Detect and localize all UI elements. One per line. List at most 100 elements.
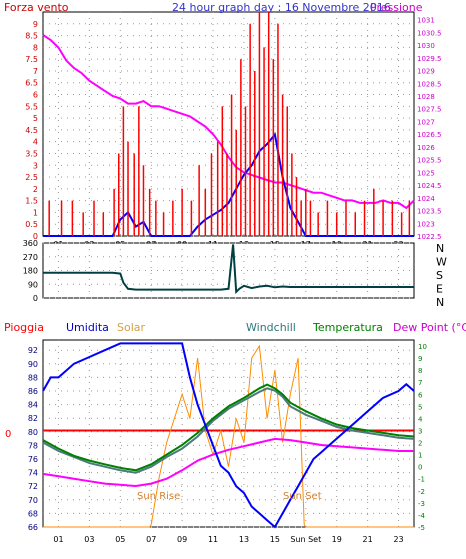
temperature-tick-label: 4 <box>418 415 423 423</box>
left-tick-label: 2.5 <box>25 173 38 182</box>
chart-title: 24 hour graph day : 16 Novembre 2016 <box>172 1 391 14</box>
temperature-tick-label: 5 <box>418 403 422 411</box>
right-tick-label: 1027.5 <box>417 106 442 114</box>
left-tick-label: 6 <box>33 91 38 100</box>
left-tick-label: 3 <box>33 161 38 170</box>
compass-label: N <box>436 242 444 255</box>
left-tick-label: 4.5 <box>25 126 38 135</box>
temperature-plot-area <box>42 339 415 528</box>
temperature-tick-label: 2 <box>418 440 422 448</box>
right-tick-label: 1023.5 <box>417 208 442 216</box>
left-tick-label: 1 <box>33 208 38 217</box>
compass-label: W <box>436 256 447 269</box>
right-tick-label: 1029.5 <box>417 55 442 63</box>
wind-speed-line <box>43 132 414 237</box>
left-tick-label: 8.5 <box>25 32 38 41</box>
right-tick-label: 1026.5 <box>417 131 442 139</box>
temperature-tick-label: -3 <box>418 500 425 508</box>
series-line-temperatura <box>42 383 415 472</box>
humidity-tick-label: 78 <box>28 441 38 450</box>
right-tick-label: 1024 <box>417 195 435 203</box>
temperature-tick-label: 6 <box>418 391 423 399</box>
direction-tick-label: 90 <box>28 280 38 289</box>
humidity-tick-label: 66 <box>28 523 38 532</box>
sun-set-label: Sun Set <box>283 491 322 502</box>
left-tick-label: 1.5 <box>25 197 38 206</box>
humidity-tick-label: 80 <box>28 428 38 437</box>
temperature-tick-label: -1 <box>418 476 425 484</box>
temperature-tick-label: 8 <box>418 367 422 375</box>
left-tick-label: 8 <box>33 43 38 52</box>
humidity-tick-label: 74 <box>28 469 38 478</box>
right-tick-label: 1030.5 <box>417 29 442 37</box>
pressure-line <box>42 34 415 210</box>
direction-tick-label: 180 <box>23 267 38 276</box>
right-tick-label: 1025 <box>417 169 435 177</box>
left-tick-label: 0 <box>33 232 38 241</box>
left-tick-label: 9 <box>33 20 38 29</box>
left-tick-label: 5 <box>33 114 38 123</box>
temperature-tick-label: -5 <box>418 524 425 532</box>
right-tick-label: 1023 <box>417 220 435 228</box>
x-tick-label: 01 <box>53 535 63 544</box>
wind-direction-line <box>43 244 414 295</box>
x-tick-label: 19 <box>332 535 342 544</box>
series-line-solar <box>43 344 414 528</box>
x-tick-label: 05 <box>115 535 125 544</box>
humidity-tick-label: 88 <box>28 373 38 382</box>
legend-temperatura: Temperatura <box>312 321 383 334</box>
humidity-tick-label: 86 <box>28 387 38 396</box>
temperature-tick-label: 1 <box>418 452 422 460</box>
left-tick-label: 6.5 <box>25 79 38 88</box>
right-tick-label: 1028.5 <box>417 80 442 88</box>
right-tick-label: 1025.5 <box>417 157 442 165</box>
pressure-axis-label: Pressione <box>370 1 423 14</box>
left-tick-label: 0.5 <box>25 220 38 229</box>
series-line-umidita <box>42 342 415 529</box>
compass-label: N <box>436 296 444 309</box>
right-tick-label: 1022.5 <box>417 233 442 241</box>
temperature-tick-label: 3 <box>418 427 422 435</box>
temperature-tick-label: 0 <box>418 464 422 472</box>
rain-zero-label: 0 <box>5 429 11 440</box>
humidity-tick-label: 84 <box>28 401 38 410</box>
x-tick-label: 03 <box>84 535 94 544</box>
temperature-tick-label: 7 <box>418 379 422 387</box>
direction-tick-label: 270 <box>23 253 38 262</box>
x-tick-label: 13 <box>239 535 249 544</box>
right-tick-label: 1031 <box>417 17 435 25</box>
left-tick-label: 2 <box>33 185 38 194</box>
legend-umidita: Umidita <box>66 321 109 334</box>
legend-solar: Solar <box>117 321 146 334</box>
humidity-tick-label: 92 <box>28 346 38 355</box>
temperature-tick-label: 10 <box>418 343 427 351</box>
temperature-tick-label: 9 <box>418 355 422 363</box>
compass-label: E <box>436 283 443 296</box>
left-tick-label: 5.5 <box>25 102 38 111</box>
legend-windchill: Windchill <box>246 321 296 334</box>
x-tick-label: 21 <box>363 535 373 544</box>
left-tick-label: 3.5 <box>25 149 38 158</box>
wind-axis-label: Forza vento <box>4 1 69 14</box>
left-tick-label: 4 <box>33 138 38 147</box>
x-tick-label: 15 <box>270 535 280 544</box>
x-tick-label: 07 <box>146 535 156 544</box>
temperature-humidity-panel: Pioggia Umidita Solar Windchill Temperat… <box>4 321 466 544</box>
legend-dew-point: Dew Point (°C) <box>393 321 466 334</box>
right-tick-label: 1024.5 <box>417 182 442 190</box>
humidity-tick-label: 70 <box>28 496 38 505</box>
humidity-tick-label: 82 <box>28 414 38 423</box>
humidity-tick-label: 68 <box>28 509 38 518</box>
direction-tick-label: 360 <box>23 239 38 248</box>
right-tick-label: 1030 <box>417 42 435 50</box>
x-tick-label: 09 <box>177 535 187 544</box>
x-tick-label: Sun Set <box>290 535 321 544</box>
right-tick-label: 1028 <box>417 93 435 101</box>
left-tick-label: 7.5 <box>25 55 38 64</box>
humidity-tick-label: 76 <box>28 455 38 464</box>
left-tick-label: 7 <box>33 67 38 76</box>
series-line-dew-point-c <box>42 437 414 488</box>
wind-pressure-panel: Forza vento 24 hour graph day : 16 Novem… <box>4 1 442 249</box>
